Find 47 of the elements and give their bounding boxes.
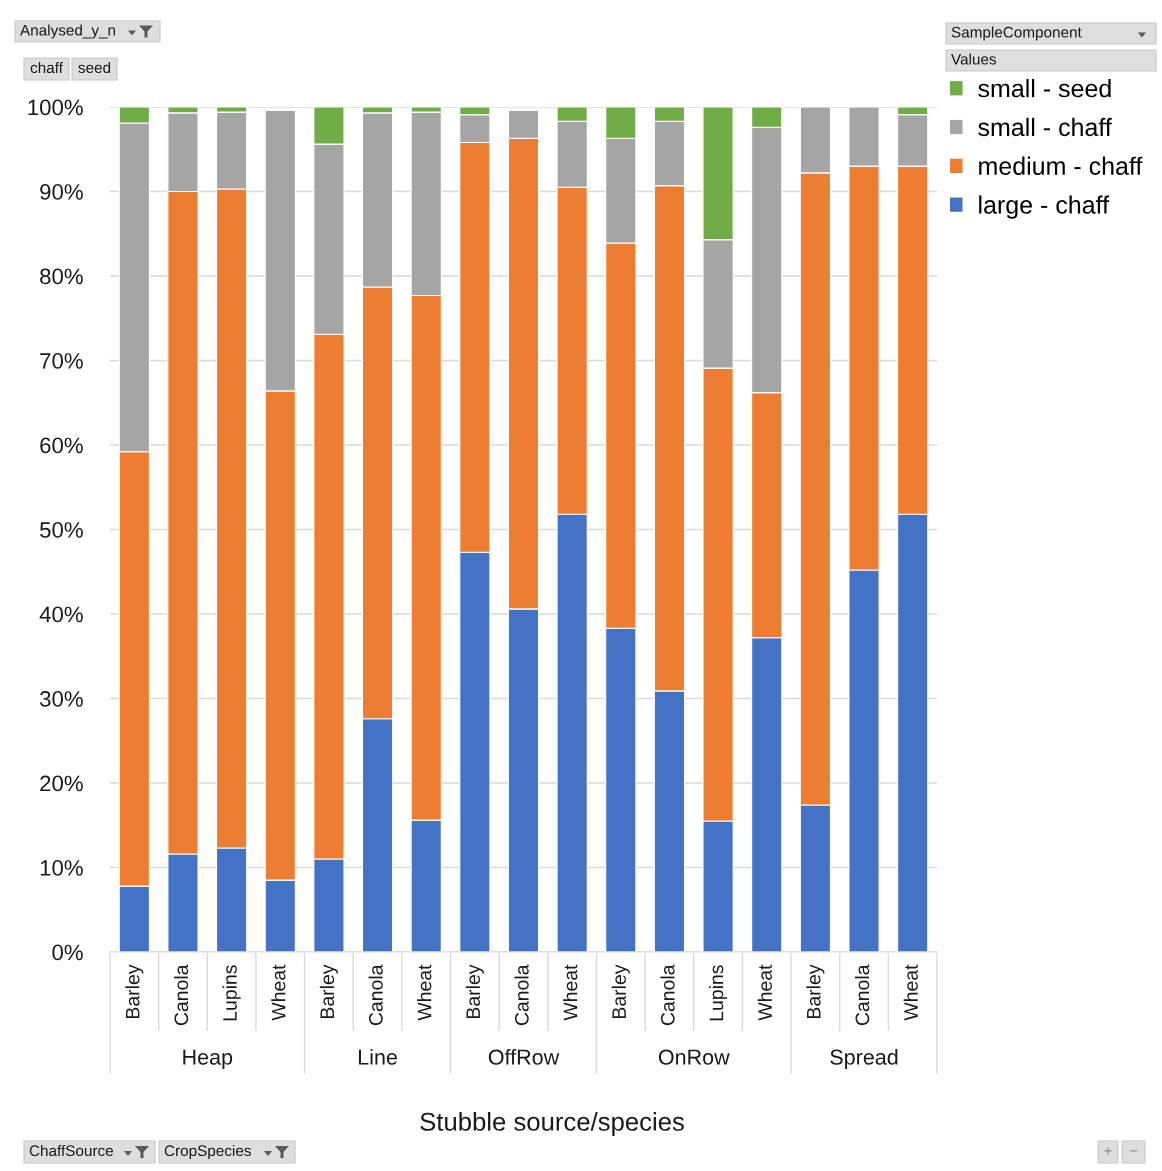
x-tick-label: Barley [125, 964, 144, 1019]
y-tick-label: 50% [40, 522, 83, 538]
y-tick-label: 80% [40, 268, 83, 285]
x-tick-label: Canola [514, 964, 529, 1026]
x-tick-label: Canola [660, 964, 675, 1026]
x-tick-label: Lupins [222, 965, 241, 1021]
y-tick-label: 10% [40, 860, 83, 876]
text: Analysed_y_n [20, 24, 115, 39]
x-tick-label: Wheat [271, 964, 286, 1021]
y-tick-label: 0% [52, 944, 83, 961]
text: Line [358, 1048, 397, 1065]
legend-label: small - seed [978, 79, 1111, 98]
x-tick-label: Wheat [757, 964, 772, 1021]
x-tick-label: Barley [806, 964, 825, 1019]
text: + [1104, 1147, 1112, 1155]
x-tick-label: Barley [611, 964, 630, 1019]
text: OnRow [658, 1049, 730, 1065]
y-tick-label: 60% [40, 437, 83, 454]
x-tick-label: Barley [319, 964, 338, 1019]
y-tick-label: 100% [28, 99, 83, 116]
y-tick-label: 70% [40, 353, 83, 369]
text: ChaffSource [29, 1144, 113, 1157]
x-tick-label: Canola [368, 964, 383, 1026]
legend-label: large - chaff [979, 195, 1110, 219]
x-tick-label: Lupins [709, 965, 728, 1021]
y-tick-label: 90% [40, 184, 83, 200]
x-tick-label: Canola [854, 964, 870, 1026]
x-tick-label: Wheat [903, 964, 918, 1021]
text: CropSpecies [164, 1144, 251, 1160]
text: − [1129, 1150, 1138, 1152]
text: chaff [30, 61, 63, 74]
y-tick-label: 30% [39, 691, 83, 707]
legend-label: small - chaff [978, 117, 1112, 137]
legend-label: medium - chaff [979, 156, 1143, 175]
text: OffRow [488, 1048, 560, 1065]
text: Spread [830, 1048, 898, 1070]
legend-title: SampleComponent [951, 26, 1082, 41]
text: Heap [183, 1049, 233, 1070]
x-tick-label: Wheat [563, 964, 578, 1021]
text: Values [951, 53, 997, 65]
x-axis-title: Stubble source/species [420, 1112, 684, 1136]
y-tick-label: 40% [39, 606, 83, 623]
text: seed [78, 61, 111, 74]
x-tick-label: Wheat [417, 964, 432, 1021]
x-tick-label: Barley [465, 964, 484, 1019]
x-tick-label: Canola [173, 964, 189, 1026]
y-tick-label: 20% [40, 775, 83, 792]
